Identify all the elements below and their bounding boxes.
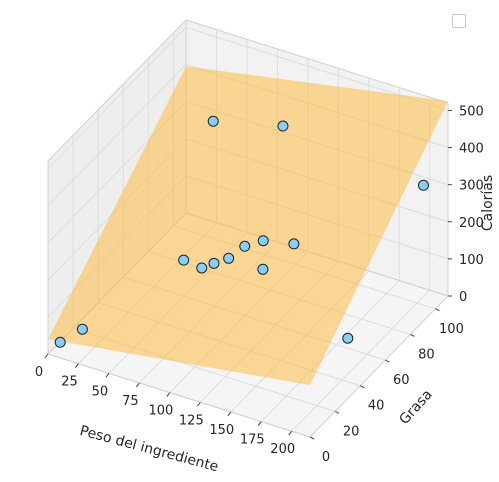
x-tick-label: 150 <box>209 423 234 438</box>
data-point <box>207 115 219 127</box>
tick-labels: 0 25 50 75 100 125 150 175 200 0 20 40 60 80 100 0 100 20… <box>35 104 484 465</box>
regression-plane-surface <box>48 66 448 386</box>
data-point <box>342 332 354 344</box>
x-tick-mark <box>166 392 171 397</box>
y-tick-label: 60 <box>393 373 410 388</box>
grid-line-x-floor <box>260 280 400 422</box>
x-tick-label: 0 <box>35 365 43 380</box>
z-tick-label: 400 <box>459 142 484 157</box>
data-point <box>223 252 235 264</box>
y-tick-mark <box>359 385 365 389</box>
grid-line-z-left <box>47 64 187 206</box>
data-point <box>196 262 208 274</box>
x-tick-label: 125 <box>179 413 204 428</box>
y-axis-line <box>309 295 449 438</box>
z-tick-label: 100 <box>459 253 484 268</box>
z-tick-label: 200 <box>459 216 484 231</box>
y-axis-label: Grasa <box>396 387 435 428</box>
left-pane <box>48 20 186 354</box>
y-tick-mark <box>334 410 340 414</box>
grid-line-z-left <box>47 27 187 169</box>
data-point <box>288 238 300 250</box>
data-point <box>208 257 220 269</box>
x-tick-label: 50 <box>92 384 109 399</box>
z-tick-label: 0 <box>459 290 467 305</box>
x-axis-label: Peso del ingrediente <box>78 423 220 475</box>
y-tick-mark <box>410 334 415 337</box>
legend-box <box>452 14 466 28</box>
x-axis-line <box>47 353 311 438</box>
data-point <box>277 120 289 132</box>
y-tick-label: 100 <box>439 322 464 337</box>
grid-line-x-floor <box>291 289 431 432</box>
x-tick-mark <box>227 411 232 417</box>
left-top-edge <box>47 19 187 162</box>
x-tick-label: 25 <box>61 375 78 390</box>
z-axis-label: Calorías <box>480 175 496 231</box>
y-tick-mark <box>435 308 440 312</box>
y-tick-mark <box>385 359 390 363</box>
data-point <box>417 179 429 191</box>
x-tick-label: 100 <box>148 404 173 419</box>
z-tick-label: 500 <box>459 104 484 119</box>
data-point <box>54 336 66 348</box>
y-tick-label: 0 <box>322 450 330 465</box>
y-tick-label: 40 <box>368 399 385 414</box>
x-tick-mark <box>257 421 262 426</box>
x-tick-mark <box>75 363 79 368</box>
x-tick-mark <box>196 401 201 407</box>
x-tick-mark <box>288 430 293 436</box>
x-tick-label: 75 <box>122 394 139 409</box>
data-point <box>239 240 251 252</box>
z-tick-label: 300 <box>459 179 484 194</box>
data-point <box>178 254 190 266</box>
x-tick-label: 200 <box>270 442 295 457</box>
data-point <box>76 323 88 335</box>
x-tick-mark <box>44 353 49 359</box>
data-point <box>257 235 269 247</box>
x-tick-mark <box>105 373 110 378</box>
y-tick-label: 80 <box>418 347 435 362</box>
y-tick-label: 20 <box>343 424 360 439</box>
x-tick-mark <box>135 382 140 388</box>
data-points <box>54 115 429 348</box>
back-top-edge <box>185 19 449 104</box>
x-tick-label: 175 <box>240 433 265 448</box>
data-point <box>257 263 269 275</box>
y-tick-mark <box>309 436 315 440</box>
regression-plane <box>48 66 448 386</box>
